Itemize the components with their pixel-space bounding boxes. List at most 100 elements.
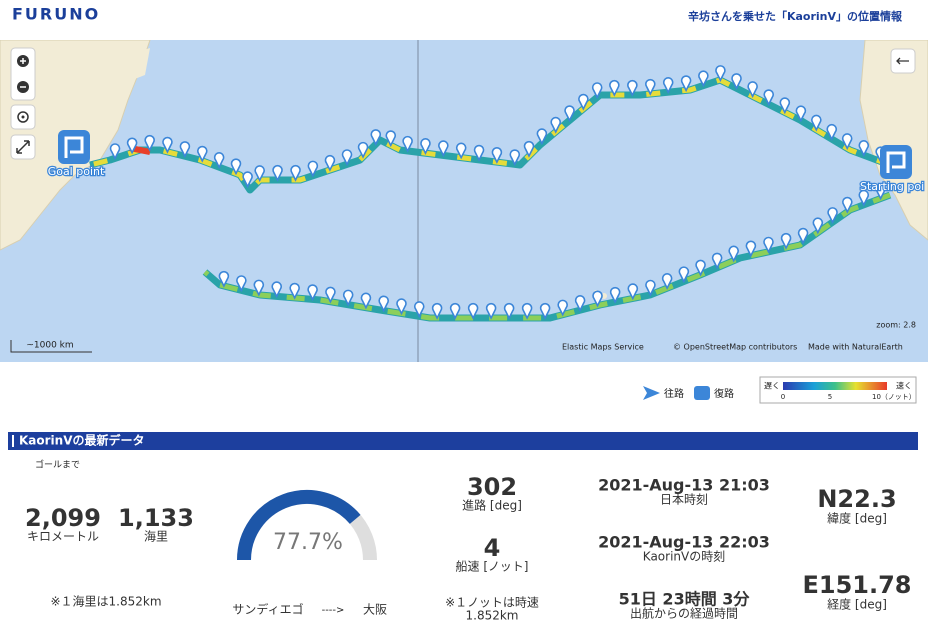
- pin[interactable]: [521, 302, 533, 320]
- pin[interactable]: [290, 164, 301, 182]
- pin[interactable]: [627, 283, 639, 301]
- boat-time-unit: KaorinVの時刻: [643, 550, 725, 564]
- pin[interactable]: [242, 171, 253, 189]
- pin[interactable]: [431, 302, 443, 320]
- attribution[interactable]: Elastic Maps Service: [562, 343, 644, 352]
- fullscreen-button[interactable]: [10, 134, 36, 160]
- pin[interactable]: [875, 183, 886, 201]
- pin[interactable]: [711, 252, 723, 270]
- pin[interactable]: [811, 114, 822, 132]
- pin[interactable]: [678, 266, 690, 284]
- pin[interactable]: [564, 105, 575, 123]
- pin[interactable]: [455, 142, 467, 160]
- pin[interactable]: [289, 282, 300, 300]
- pin[interactable]: [413, 301, 425, 319]
- pin[interactable]: [109, 143, 121, 161]
- layers-button[interactable]: [890, 48, 916, 74]
- pin[interactable]: [609, 79, 620, 97]
- pin[interactable]: [747, 81, 758, 99]
- pin[interactable]: [307, 160, 319, 178]
- pin[interactable]: [715, 65, 726, 83]
- pin[interactable]: [325, 286, 336, 304]
- pin[interactable]: [578, 93, 589, 111]
- pin[interactable]: [763, 236, 774, 254]
- pin[interactable]: [402, 135, 413, 153]
- pin[interactable]: [698, 70, 709, 88]
- pin[interactable]: [360, 292, 372, 310]
- pin[interactable]: [609, 286, 621, 304]
- pin[interactable]: [509, 149, 521, 167]
- pin[interactable]: [179, 141, 191, 159]
- attribution[interactable]: © OpenStreetMap contributors: [673, 343, 797, 352]
- pin[interactable]: [661, 273, 673, 290]
- pin[interactable]: [272, 164, 283, 182]
- pin[interactable]: [473, 144, 485, 162]
- pin[interactable]: [485, 302, 497, 320]
- pin[interactable]: [797, 227, 809, 245]
- pin[interactable]: [841, 133, 853, 151]
- pin[interactable]: [680, 75, 692, 93]
- pin[interactable]: [197, 145, 208, 163]
- pin[interactable]: [645, 279, 656, 297]
- locate-button[interactable]: [10, 104, 36, 130]
- pin[interactable]: [385, 130, 397, 148]
- pin[interactable]: [779, 97, 791, 115]
- pin[interactable]: [503, 302, 515, 320]
- pin[interactable]: [144, 134, 155, 152]
- pin[interactable]: [592, 290, 603, 308]
- pin[interactable]: [342, 289, 354, 307]
- pins: [109, 65, 886, 320]
- pin[interactable]: [795, 105, 807, 123]
- pin[interactable]: [491, 146, 503, 164]
- pin[interactable]: [826, 123, 838, 141]
- pin[interactable]: [467, 302, 479, 320]
- pin[interactable]: [420, 138, 431, 155]
- pin[interactable]: [341, 149, 353, 167]
- pin[interactable]: [523, 140, 535, 158]
- pin[interactable]: [254, 165, 265, 183]
- pin[interactable]: [695, 259, 706, 277]
- goal-flag: [64, 136, 84, 158]
- pin[interactable]: [438, 140, 449, 158]
- jst-value: 2021-Aug-13 21:03: [598, 476, 770, 495]
- pin[interactable]: [449, 302, 461, 320]
- pin[interactable]: [536, 128, 548, 146]
- pin[interactable]: [357, 141, 369, 159]
- pin[interactable]: [745, 240, 757, 258]
- pin[interactable]: [591, 82, 603, 100]
- pin[interactable]: [539, 302, 551, 320]
- pin[interactable]: [396, 298, 407, 316]
- pin[interactable]: [370, 129, 382, 147]
- pin[interactable]: [378, 295, 389, 313]
- pin[interactable]: [550, 116, 561, 134]
- pin[interactable]: [728, 245, 739, 263]
- pin[interactable]: [662, 77, 674, 94]
- pin[interactable]: [213, 152, 225, 169]
- pin[interactable]: [324, 154, 336, 172]
- pin[interactable]: [218, 270, 230, 288]
- pin[interactable]: [557, 299, 568, 317]
- pin[interactable]: [162, 136, 173, 154]
- zoom-out[interactable]: [17, 81, 29, 93]
- pin[interactable]: [858, 140, 870, 157]
- pin[interactable]: [763, 89, 775, 107]
- pin[interactable]: [126, 137, 138, 155]
- pin[interactable]: [827, 207, 838, 224]
- pin[interactable]: [271, 281, 283, 299]
- pin[interactable]: [307, 284, 318, 302]
- zoom-in[interactable]: [17, 55, 29, 67]
- pin[interactable]: [812, 217, 824, 235]
- pin[interactable]: [236, 275, 247, 293]
- pin[interactable]: [627, 79, 638, 97]
- pin[interactable]: [574, 295, 586, 312]
- pin[interactable]: [780, 232, 792, 250]
- pin[interactable]: [858, 189, 870, 207]
- attribution[interactable]: Made with NaturalEarth: [808, 343, 903, 352]
- pin[interactable]: [842, 196, 853, 214]
- pin[interactable]: [645, 78, 656, 96]
- pin[interactable]: [253, 279, 265, 297]
- pin[interactable]: [731, 73, 742, 91]
- elapsed-unit: 出航からの経過時間: [630, 607, 738, 621]
- pin[interactable]: [230, 158, 242, 176]
